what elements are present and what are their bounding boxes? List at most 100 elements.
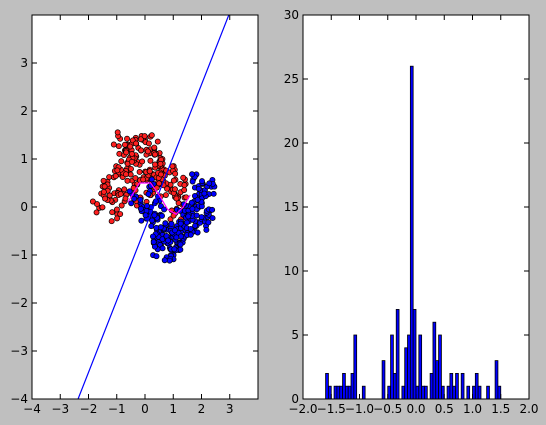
scatter-point	[124, 177, 131, 184]
scatter-point	[141, 133, 148, 140]
scatter-point	[126, 188, 133, 195]
scatter-point	[177, 220, 184, 227]
histogram-bar	[361, 385, 366, 400]
scatter-point	[100, 177, 107, 184]
scatter-point	[147, 157, 154, 164]
scatter-point	[171, 227, 178, 234]
scatter-point	[206, 180, 213, 187]
scatter-point	[110, 141, 117, 148]
histogram-bar	[325, 372, 329, 400]
histogram-bar	[342, 372, 346, 400]
histogram-bar	[390, 334, 394, 400]
histogram-bar	[353, 334, 358, 400]
histogram-bar	[401, 385, 406, 400]
scatter-point	[181, 182, 188, 189]
scatter-point	[148, 223, 155, 230]
scatter-point	[128, 200, 135, 207]
x-tick-label: −1.0	[345, 402, 374, 416]
scatter-point	[199, 178, 205, 185]
scatter-point	[102, 195, 109, 202]
scatter-point	[173, 195, 180, 202]
scatter-point	[94, 201, 101, 208]
y-tick-label: 25	[284, 72, 299, 86]
histogram-bar	[344, 385, 349, 400]
scatter-point	[117, 211, 124, 217]
scatter-point	[132, 175, 139, 182]
histogram-bar	[409, 65, 414, 400]
y-tick-label: −2	[10, 296, 28, 310]
x-tick-label: 0.0	[406, 402, 425, 416]
scatter-point	[165, 237, 172, 244]
scatter-point	[137, 136, 144, 143]
scatter-series-0	[89, 129, 190, 225]
scatter-point	[193, 212, 200, 219]
scatter-point	[209, 206, 216, 213]
line-series-2	[77, 15, 230, 399]
scatter-point	[114, 167, 121, 174]
scatter-point	[140, 176, 147, 183]
histogram-bar	[339, 385, 343, 400]
scatter-point	[148, 132, 155, 139]
x-tick-label: −4	[23, 402, 41, 416]
scatter-point	[114, 215, 121, 222]
y-tick-label: 30	[284, 8, 299, 22]
x-tick-label: 0	[141, 402, 149, 416]
scatter-point	[154, 138, 161, 145]
histogram-bar	[486, 385, 490, 400]
scatter-point	[172, 170, 179, 177]
scatter-point	[101, 183, 108, 190]
scatter-point	[118, 202, 125, 209]
scatter-point	[171, 246, 178, 253]
scatter-point	[108, 218, 115, 225]
scatter-point	[156, 180, 163, 187]
scatter-point	[187, 225, 194, 232]
scatter-point	[161, 257, 168, 264]
scatter-point	[109, 209, 116, 216]
scatter-point	[162, 192, 169, 198]
scatter-point	[157, 160, 164, 167]
scatter-point	[177, 241, 184, 248]
scatter-point	[142, 212, 149, 219]
scatter-point	[144, 148, 151, 155]
x-tick-label: −2	[80, 402, 98, 416]
histogram-bar	[474, 372, 479, 400]
scatter-point	[152, 151, 158, 158]
scatter-point	[145, 191, 152, 198]
scatter-point	[209, 215, 216, 222]
scatter-point	[89, 198, 96, 205]
scatter-point	[145, 140, 152, 147]
histogram-bar	[404, 347, 408, 400]
x-tick-label: −2.0	[288, 402, 317, 416]
histogram-bar	[494, 360, 499, 400]
scatter-point	[161, 206, 168, 213]
histogram-ticks: −2.0 −1.5 −1.0 −0.5 0.0 0.5 1.0 1.5 2.0 0 5 10 15 20 2…	[284, 8, 539, 416]
scatter-point	[189, 205, 196, 212]
x-tick-label: 1.5	[491, 402, 510, 416]
x-tick-label: −1	[108, 402, 126, 416]
scatter-point	[157, 171, 164, 178]
y-tick-label: 1	[20, 152, 28, 166]
scatter-point	[123, 171, 129, 178]
histogram-bar	[477, 385, 482, 400]
y-tick-label: 15	[284, 200, 299, 214]
histogram-bar	[435, 360, 439, 400]
scatter-point	[153, 224, 160, 231]
scatter-point	[188, 199, 195, 206]
scatter-point	[194, 196, 201, 203]
scatter-point	[133, 140, 139, 147]
scatter-point	[137, 196, 144, 203]
x-tick-label: 3	[226, 402, 234, 416]
scatter-point	[181, 187, 188, 193]
scatter-point	[121, 186, 128, 193]
histogram-bar	[446, 385, 451, 400]
x-tick-label: −1.5	[317, 402, 346, 416]
histogram-bar	[392, 372, 397, 400]
scatter-point	[151, 212, 158, 219]
histogram-bar	[429, 372, 434, 400]
histogram-bar	[412, 308, 417, 400]
scatter-plot-marks	[77, 15, 230, 399]
scatter-point	[124, 135, 131, 142]
histogram-bar	[333, 385, 338, 400]
histogram-bar	[432, 321, 437, 400]
